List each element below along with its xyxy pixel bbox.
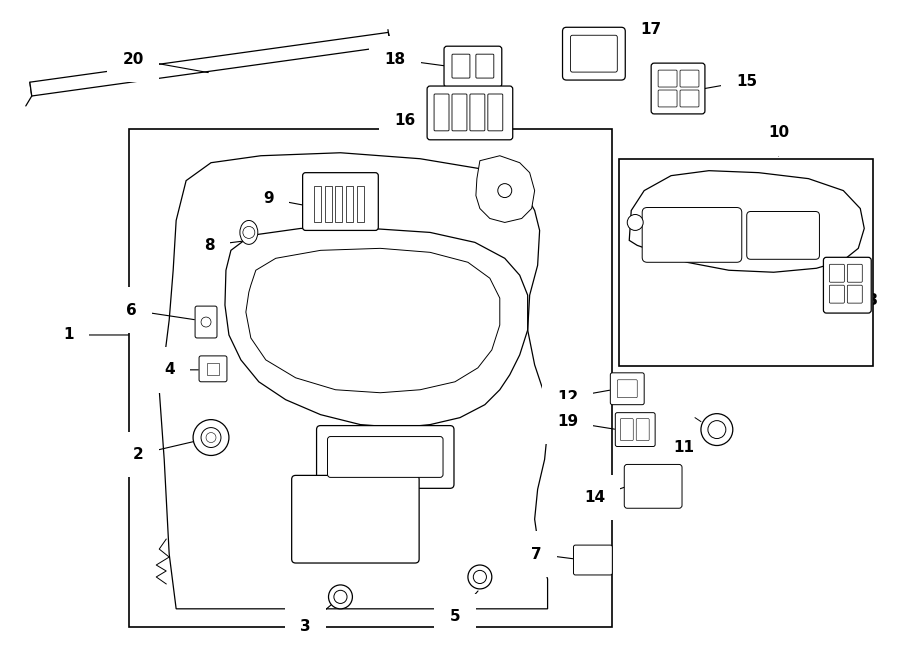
Circle shape [473, 570, 486, 584]
Polygon shape [629, 171, 864, 272]
Circle shape [201, 317, 211, 327]
FancyBboxPatch shape [617, 380, 637, 398]
Text: 9: 9 [264, 191, 274, 206]
Text: 19: 19 [557, 414, 578, 429]
FancyBboxPatch shape [847, 264, 862, 282]
Bar [336, 186, 343, 223]
FancyBboxPatch shape [199, 356, 227, 382]
Circle shape [243, 227, 255, 239]
FancyBboxPatch shape [658, 90, 677, 107]
FancyBboxPatch shape [476, 54, 494, 78]
Text: 14: 14 [584, 490, 605, 505]
FancyBboxPatch shape [428, 86, 513, 140]
Text: 1: 1 [63, 327, 74, 342]
Bar [325, 186, 331, 223]
FancyBboxPatch shape [328, 436, 443, 477]
Text: 18: 18 [384, 52, 406, 67]
Polygon shape [159, 153, 547, 609]
FancyBboxPatch shape [830, 285, 844, 303]
FancyBboxPatch shape [824, 257, 871, 313]
Text: 17: 17 [641, 22, 662, 37]
Text: 11: 11 [673, 440, 695, 455]
Text: 8: 8 [203, 238, 214, 253]
FancyBboxPatch shape [571, 35, 617, 72]
FancyBboxPatch shape [317, 426, 454, 488]
Text: 10: 10 [768, 126, 789, 140]
Bar [207, 363, 219, 375]
FancyBboxPatch shape [562, 27, 626, 80]
FancyBboxPatch shape [680, 70, 699, 87]
FancyBboxPatch shape [830, 264, 844, 282]
FancyBboxPatch shape [620, 418, 634, 440]
FancyBboxPatch shape [847, 285, 862, 303]
Circle shape [627, 214, 644, 231]
FancyBboxPatch shape [625, 465, 682, 508]
Polygon shape [246, 249, 500, 393]
FancyBboxPatch shape [444, 46, 502, 87]
Text: 16: 16 [394, 114, 416, 128]
FancyBboxPatch shape [452, 94, 467, 131]
Ellipse shape [240, 221, 257, 245]
FancyBboxPatch shape [610, 373, 644, 405]
FancyBboxPatch shape [680, 90, 699, 107]
Bar [357, 186, 364, 223]
FancyBboxPatch shape [636, 418, 649, 440]
FancyBboxPatch shape [643, 208, 742, 262]
FancyBboxPatch shape [470, 94, 485, 131]
Circle shape [701, 414, 733, 446]
Polygon shape [225, 229, 527, 428]
FancyBboxPatch shape [616, 412, 655, 447]
Bar [313, 186, 320, 223]
Text: 5: 5 [450, 609, 460, 624]
Text: 6: 6 [126, 303, 137, 317]
Bar [346, 186, 354, 223]
Circle shape [328, 585, 353, 609]
Text: 2: 2 [133, 447, 144, 462]
FancyBboxPatch shape [652, 63, 705, 114]
FancyBboxPatch shape [658, 70, 677, 87]
FancyBboxPatch shape [195, 306, 217, 338]
Text: 7: 7 [531, 547, 542, 562]
Circle shape [334, 590, 347, 603]
Circle shape [194, 420, 229, 455]
FancyBboxPatch shape [747, 212, 819, 259]
Polygon shape [476, 156, 535, 223]
Bar [619, 159, 873, 366]
Circle shape [498, 184, 512, 198]
Text: 20: 20 [122, 52, 144, 67]
FancyBboxPatch shape [292, 475, 419, 563]
Polygon shape [30, 32, 391, 96]
FancyBboxPatch shape [302, 173, 378, 231]
Text: 4: 4 [164, 362, 175, 377]
FancyBboxPatch shape [488, 94, 503, 131]
Circle shape [468, 565, 491, 589]
Bar [130, 129, 612, 627]
Circle shape [201, 428, 221, 447]
FancyBboxPatch shape [573, 545, 612, 575]
Text: 12: 12 [557, 390, 578, 405]
Circle shape [708, 420, 725, 438]
FancyBboxPatch shape [434, 94, 449, 131]
Text: 3: 3 [301, 619, 310, 635]
FancyBboxPatch shape [452, 54, 470, 78]
Text: 15: 15 [736, 73, 757, 89]
Text: 13: 13 [858, 293, 878, 307]
Circle shape [206, 432, 216, 442]
